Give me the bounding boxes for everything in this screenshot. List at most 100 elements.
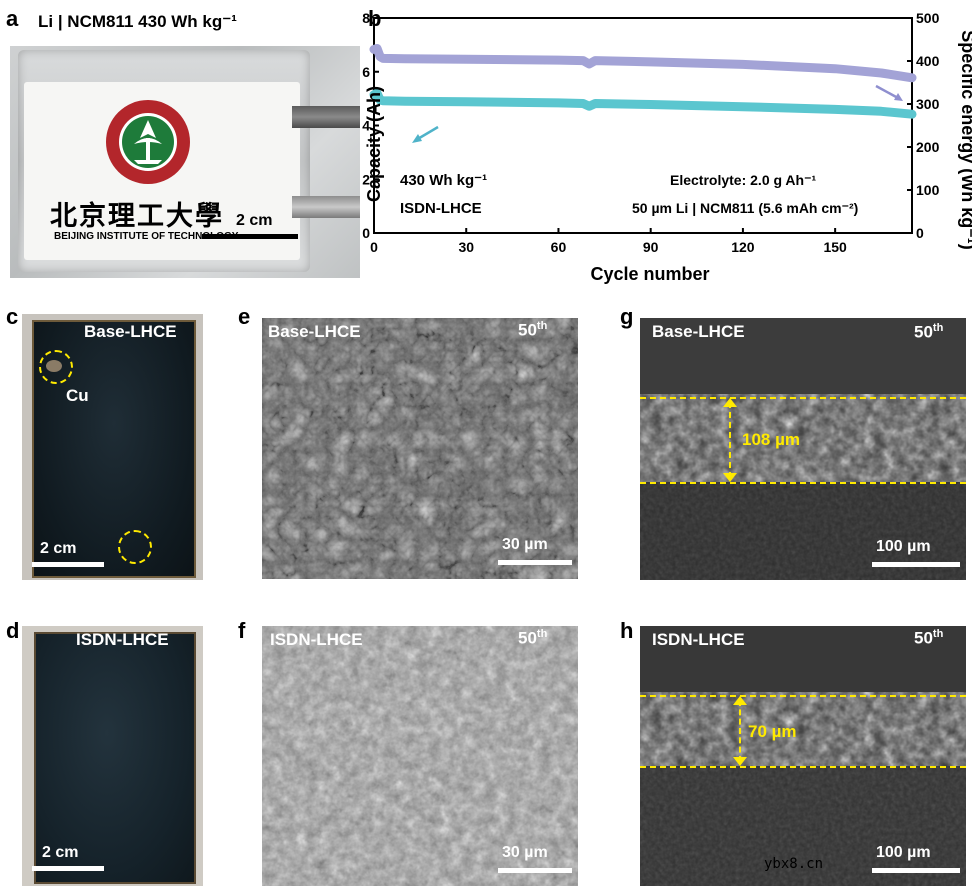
y-tick-label: 6 — [362, 64, 370, 80]
chart-annotation-electrolyte-type: ISDN-LHCE — [400, 200, 482, 217]
data-point — [878, 108, 885, 115]
watermark: ybx8.cn — [764, 856, 824, 872]
data-point — [463, 98, 470, 105]
panel-e-cycle-suffix: th — [536, 320, 548, 332]
panel-a-caption: Li | NCM811 430 Wh kg⁻¹ — [38, 12, 237, 31]
data-point — [909, 111, 915, 118]
y2-tick-label: 300 — [916, 96, 940, 112]
panel-g-cycle-suffix: th — [932, 322, 944, 334]
isdn-thickness-arrow-bottom-head — [733, 757, 747, 766]
y-tick-label: 2 — [362, 171, 370, 187]
panel-e-scale-bar — [498, 560, 572, 565]
chart-annotation-energy: 430 Wh kg⁻¹ — [400, 172, 487, 189]
anode-photo-base: Base-LHCE Cu 2 cm — [22, 314, 203, 580]
capacity-arrow-head — [412, 134, 422, 143]
y2-tick-label: 200 — [916, 139, 940, 155]
panel-h-scale-bar — [872, 868, 960, 873]
y-tick-label: 4 — [362, 118, 370, 134]
cross-section-base-texture — [640, 394, 966, 580]
chart-annotation-electrolyte-amount: Electrolyte: 2.0 g Ah⁻¹ — [670, 172, 816, 188]
x-axis-label: Cycle number — [590, 264, 709, 284]
panel-d-scale-label: 2 cm — [42, 844, 79, 861]
panel-d-title: ISDN-LHCE — [76, 630, 169, 649]
series-line-energy — [369, 44, 917, 83]
thickness-label-base: 108 µm — [742, 430, 800, 449]
anode-photo-isdn: ISDN-LHCE 2 cm — [22, 626, 203, 886]
data-point — [555, 57, 562, 64]
logo-text-chinese: 北京理工大學 — [50, 201, 224, 232]
isdn-upper-boundary-line — [640, 695, 966, 697]
data-point — [374, 90, 381, 97]
panel-c-letter: c — [6, 304, 19, 329]
cu-label: Cu — [66, 386, 89, 405]
data-point — [739, 61, 746, 68]
panel-h-scale-label: 100 µm — [876, 844, 931, 861]
panel-e-title: Base-LHCE — [268, 322, 361, 341]
battery-tab-positive — [292, 106, 360, 128]
panel-g-letter: g — [620, 304, 634, 329]
y2-axis-label: Specific energy (Wh kg⁻¹) — [958, 30, 972, 250]
data-point — [401, 55, 408, 62]
sem-top-isdn-texture — [262, 626, 578, 886]
y2-tick-label: 500 — [916, 10, 940, 26]
cross-section-isdn-texture — [640, 692, 966, 886]
panel-c-title: Base-LHCE — [84, 322, 177, 341]
data-point — [909, 74, 915, 81]
data-point — [586, 103, 593, 110]
panel-h-letter: h — [620, 618, 634, 643]
panel-a-letter: a — [6, 6, 19, 31]
panel-d-letter: d — [6, 618, 20, 643]
data-point — [592, 100, 599, 107]
anode-surface-isdn — [34, 632, 196, 884]
defect-circle-marker — [118, 530, 152, 564]
x-tick-label: 150 — [823, 239, 847, 255]
panel-f-cycle-number: 50 — [518, 628, 537, 648]
anode-surface-base — [32, 320, 196, 578]
isdn-thickness-arrow — [739, 700, 741, 762]
x-tick-label: 30 — [458, 239, 474, 255]
lower-boundary-line — [640, 482, 966, 484]
y-tick-label: 0 — [362, 225, 370, 241]
panel-h-cycle-number: 50 — [914, 628, 933, 648]
sem-cross-isdn: 70 µm ISDN-LHCE 50th 100 µm — [640, 626, 966, 886]
panel-e-scale-label: 30 µm — [502, 536, 548, 553]
panel-g-title: Base-LHCE — [652, 322, 745, 341]
panel-g-cycle: 50th — [914, 322, 943, 343]
cu-circle-marker — [39, 350, 73, 384]
panel-f-letter: f — [238, 618, 246, 643]
data-point — [401, 98, 408, 105]
x-tick-label: 60 — [551, 239, 567, 255]
series-line-capacity — [369, 88, 917, 119]
y-tick-label: 8 — [362, 10, 370, 26]
data-point — [586, 61, 593, 68]
panel-g-scale-label: 100 µm — [876, 538, 931, 555]
data-point — [380, 97, 387, 104]
data-point — [555, 99, 562, 106]
isdn-thickness-arrow-top-head — [733, 696, 747, 705]
data-point — [592, 57, 599, 64]
panel-c-scale-label: 2 cm — [40, 540, 77, 557]
battery-photo: 北京理工大學 BEIJING INSTITUTE OF TECHNOLOGY 2… — [10, 46, 360, 278]
data-point — [580, 100, 587, 107]
panel-f-title: ISDN-LHCE — [270, 630, 363, 649]
data-point — [647, 58, 654, 65]
y2-tick-label: 400 — [916, 53, 940, 69]
y2-tick-label: 0 — [916, 225, 924, 241]
thickness-label-isdn: 70 µm — [748, 722, 797, 741]
panel-h-title: ISDN-LHCE — [652, 630, 745, 649]
upper-boundary-line — [640, 397, 966, 399]
data-point — [832, 106, 839, 113]
panel-d-scale-bar — [32, 866, 104, 871]
sem-top-base-texture — [262, 318, 578, 579]
x-tick-label: 90 — [643, 239, 659, 255]
y2-tick-label: 100 — [916, 182, 940, 198]
capacity-energy-chart: 0 30 60 90 120 150 0 2 4 6 8 0 100 200 300 400 500 Cycle… — [362, 10, 972, 284]
cross-section-isdn-top-region — [640, 626, 966, 696]
panel-g-scale-bar — [872, 562, 960, 567]
data-point — [878, 70, 885, 77]
battery-tab-negative — [292, 196, 360, 218]
thickness-arrow-top-head — [723, 398, 737, 407]
data-point — [580, 57, 587, 64]
energy-arrow-head — [894, 93, 903, 101]
panel-e-letter: e — [238, 304, 251, 329]
